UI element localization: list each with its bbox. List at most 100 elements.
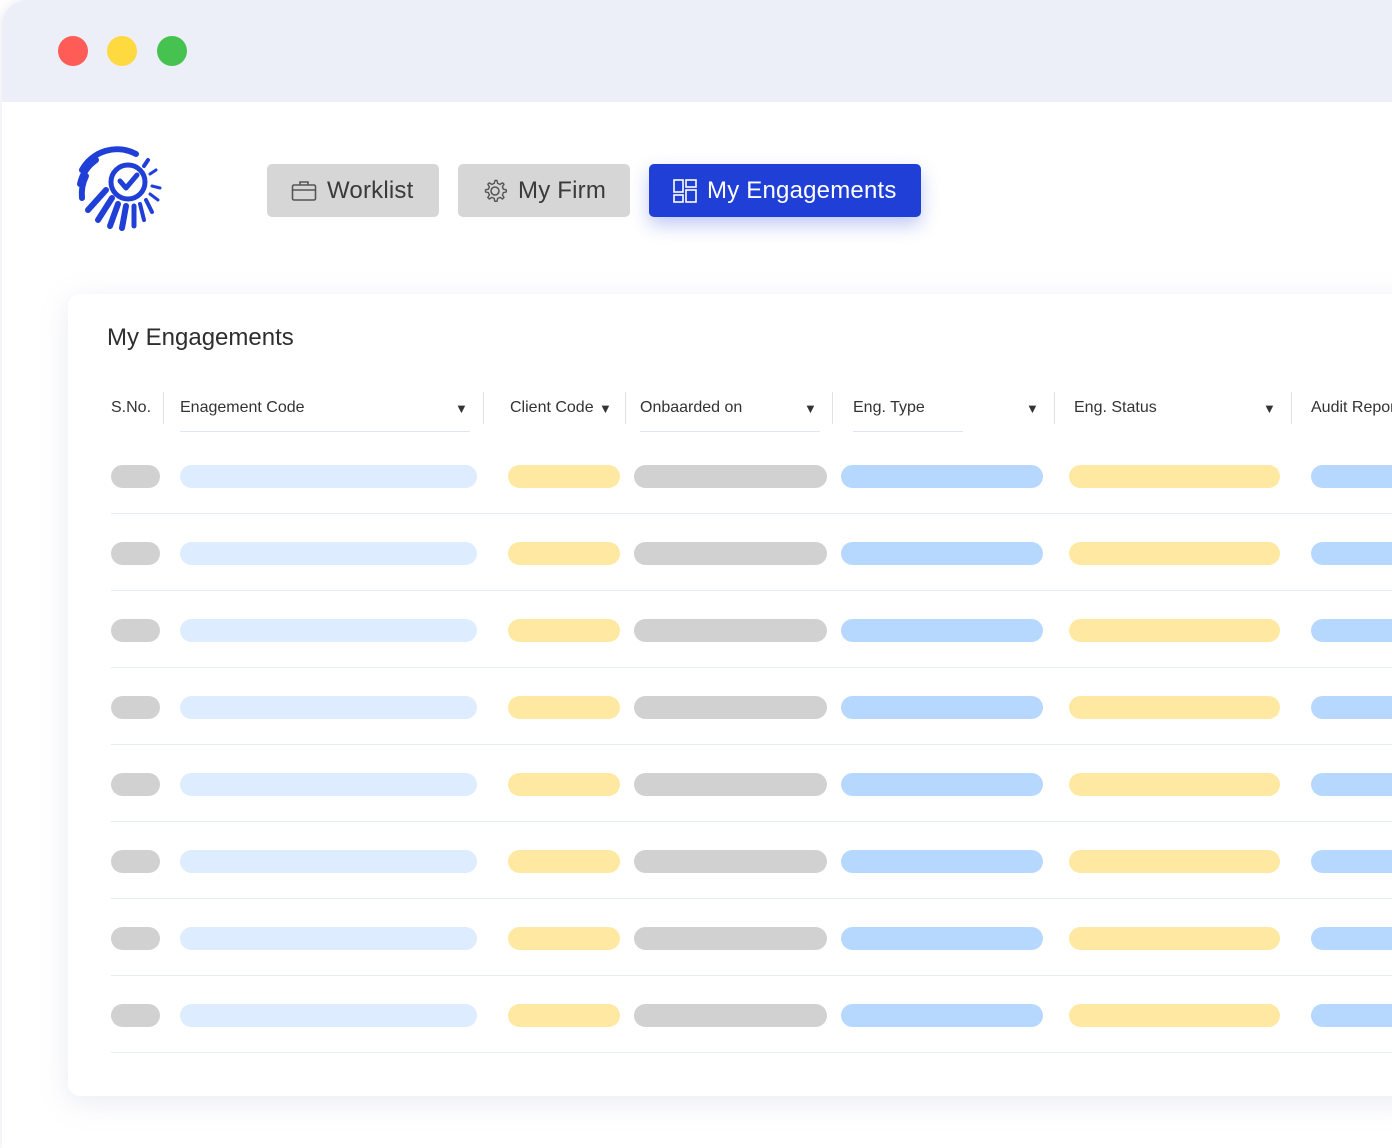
skeleton-cell [111,696,160,719]
skeleton-cell [111,1004,160,1027]
skeleton-cell [508,542,620,565]
skeleton-cell [180,542,477,565]
skeleton-cell [634,465,827,488]
skeleton-cell [634,619,827,642]
skeleton-cell [634,773,827,796]
nav-my-firm-button[interactable]: My Firm [458,164,630,217]
skeleton-cell [1311,542,1392,565]
skeleton-cell [180,927,477,950]
skeleton-cell [508,465,620,488]
skeleton-cell [1069,619,1280,642]
table-row[interactable] [111,976,1392,1053]
skeleton-cell [841,850,1043,873]
skeleton-cell [1311,465,1392,488]
gear-icon [482,178,508,204]
sort-caret-icon[interactable]: ▼ [1263,401,1276,416]
brand-logo[interactable] [76,146,164,234]
skeleton-cell [841,1004,1043,1027]
nav-worklist-label: Worklist [327,176,414,204]
skeleton-cell [841,927,1043,950]
skeleton-cell [1069,696,1280,719]
skeleton-cell [1069,465,1280,488]
table-row[interactable] [111,899,1392,976]
skeleton-cell [634,927,827,950]
nav-my-engagements-label: My Engagements [707,176,897,204]
row-divider [111,513,1392,514]
dashboard-grid-icon [673,178,697,203]
skeleton-cell [508,927,620,950]
close-window-dot[interactable] [58,36,88,66]
skeleton-cell [508,773,620,796]
row-divider [111,744,1392,745]
column-divider [163,392,164,424]
column-divider [1054,392,1055,424]
column-header-client-code[interactable]: Client Code [510,399,594,416]
skeleton-cell [111,773,160,796]
column-divider [832,392,833,424]
skeleton-cell [111,542,160,565]
sort-caret-icon[interactable]: ▼ [1026,401,1039,416]
skeleton-cell [1069,773,1280,796]
column-divider [1291,392,1292,424]
skeleton-cell [634,542,827,565]
skeleton-cell [180,696,477,719]
nav-my-engagements-button[interactable]: My Engagements [649,164,921,217]
table-row[interactable] [111,437,1392,514]
skeleton-cell [1311,773,1392,796]
column-header-engagement-code[interactable]: Enagement Code [180,399,305,416]
sort-caret-icon[interactable]: ▼ [804,401,817,416]
skeleton-cell [1311,850,1392,873]
sort-caret-icon[interactable]: ▼ [455,401,468,416]
table-row[interactable] [111,745,1392,822]
window-titlebar [2,0,1392,102]
skeleton-cell [1311,927,1392,950]
skeleton-cell [508,696,620,719]
column-underline [853,431,963,432]
column-divider [625,392,626,424]
column-header-sno: S.No. [111,399,152,416]
minimize-window-dot[interactable] [107,36,137,66]
skeleton-cell [180,850,477,873]
skeleton-cell [841,773,1043,796]
table-row[interactable] [111,514,1392,591]
column-header-onboarded-on[interactable]: Onbaarded on [640,399,743,416]
skeleton-cell [841,542,1043,565]
skeleton-cell [634,850,827,873]
sort-caret-icon[interactable]: ▼ [599,401,612,416]
column-header-eng-status[interactable]: Eng. Status [1074,399,1157,416]
skeleton-cell [111,465,160,488]
table-row[interactable] [111,591,1392,668]
nav-worklist-button[interactable]: Worklist [267,164,439,217]
page-title: My Engagements [107,324,294,351]
table-row[interactable] [111,668,1392,745]
skeleton-cell [111,927,160,950]
skeleton-cell [180,773,477,796]
skeleton-cell [841,619,1043,642]
column-header-audit-report[interactable]: Audit Repor [1311,399,1392,416]
row-divider [111,975,1392,976]
skeleton-cell [1069,542,1280,565]
skeleton-cell [508,619,620,642]
briefcase-icon [291,180,317,202]
skeleton-cell [841,696,1043,719]
column-header-eng-type[interactable]: Eng. Type [853,399,925,416]
maximize-window-dot[interactable] [157,36,187,66]
skeleton-cell [508,1004,620,1027]
table-row[interactable] [111,822,1392,899]
column-underline [640,431,820,432]
nav-my-firm-label: My Firm [518,176,607,204]
skeleton-cell [1311,1004,1392,1027]
skeleton-cell [1069,1004,1280,1027]
skeleton-cell [111,850,160,873]
skeleton-cell [111,619,160,642]
column-underline [180,431,470,432]
row-divider [111,821,1392,822]
skeleton-cell [180,1004,477,1027]
skeleton-cell [634,696,827,719]
skeleton-cell [180,465,477,488]
row-divider [111,667,1392,668]
skeleton-cell [508,850,620,873]
skeleton-cell [180,619,477,642]
column-divider [483,392,484,424]
